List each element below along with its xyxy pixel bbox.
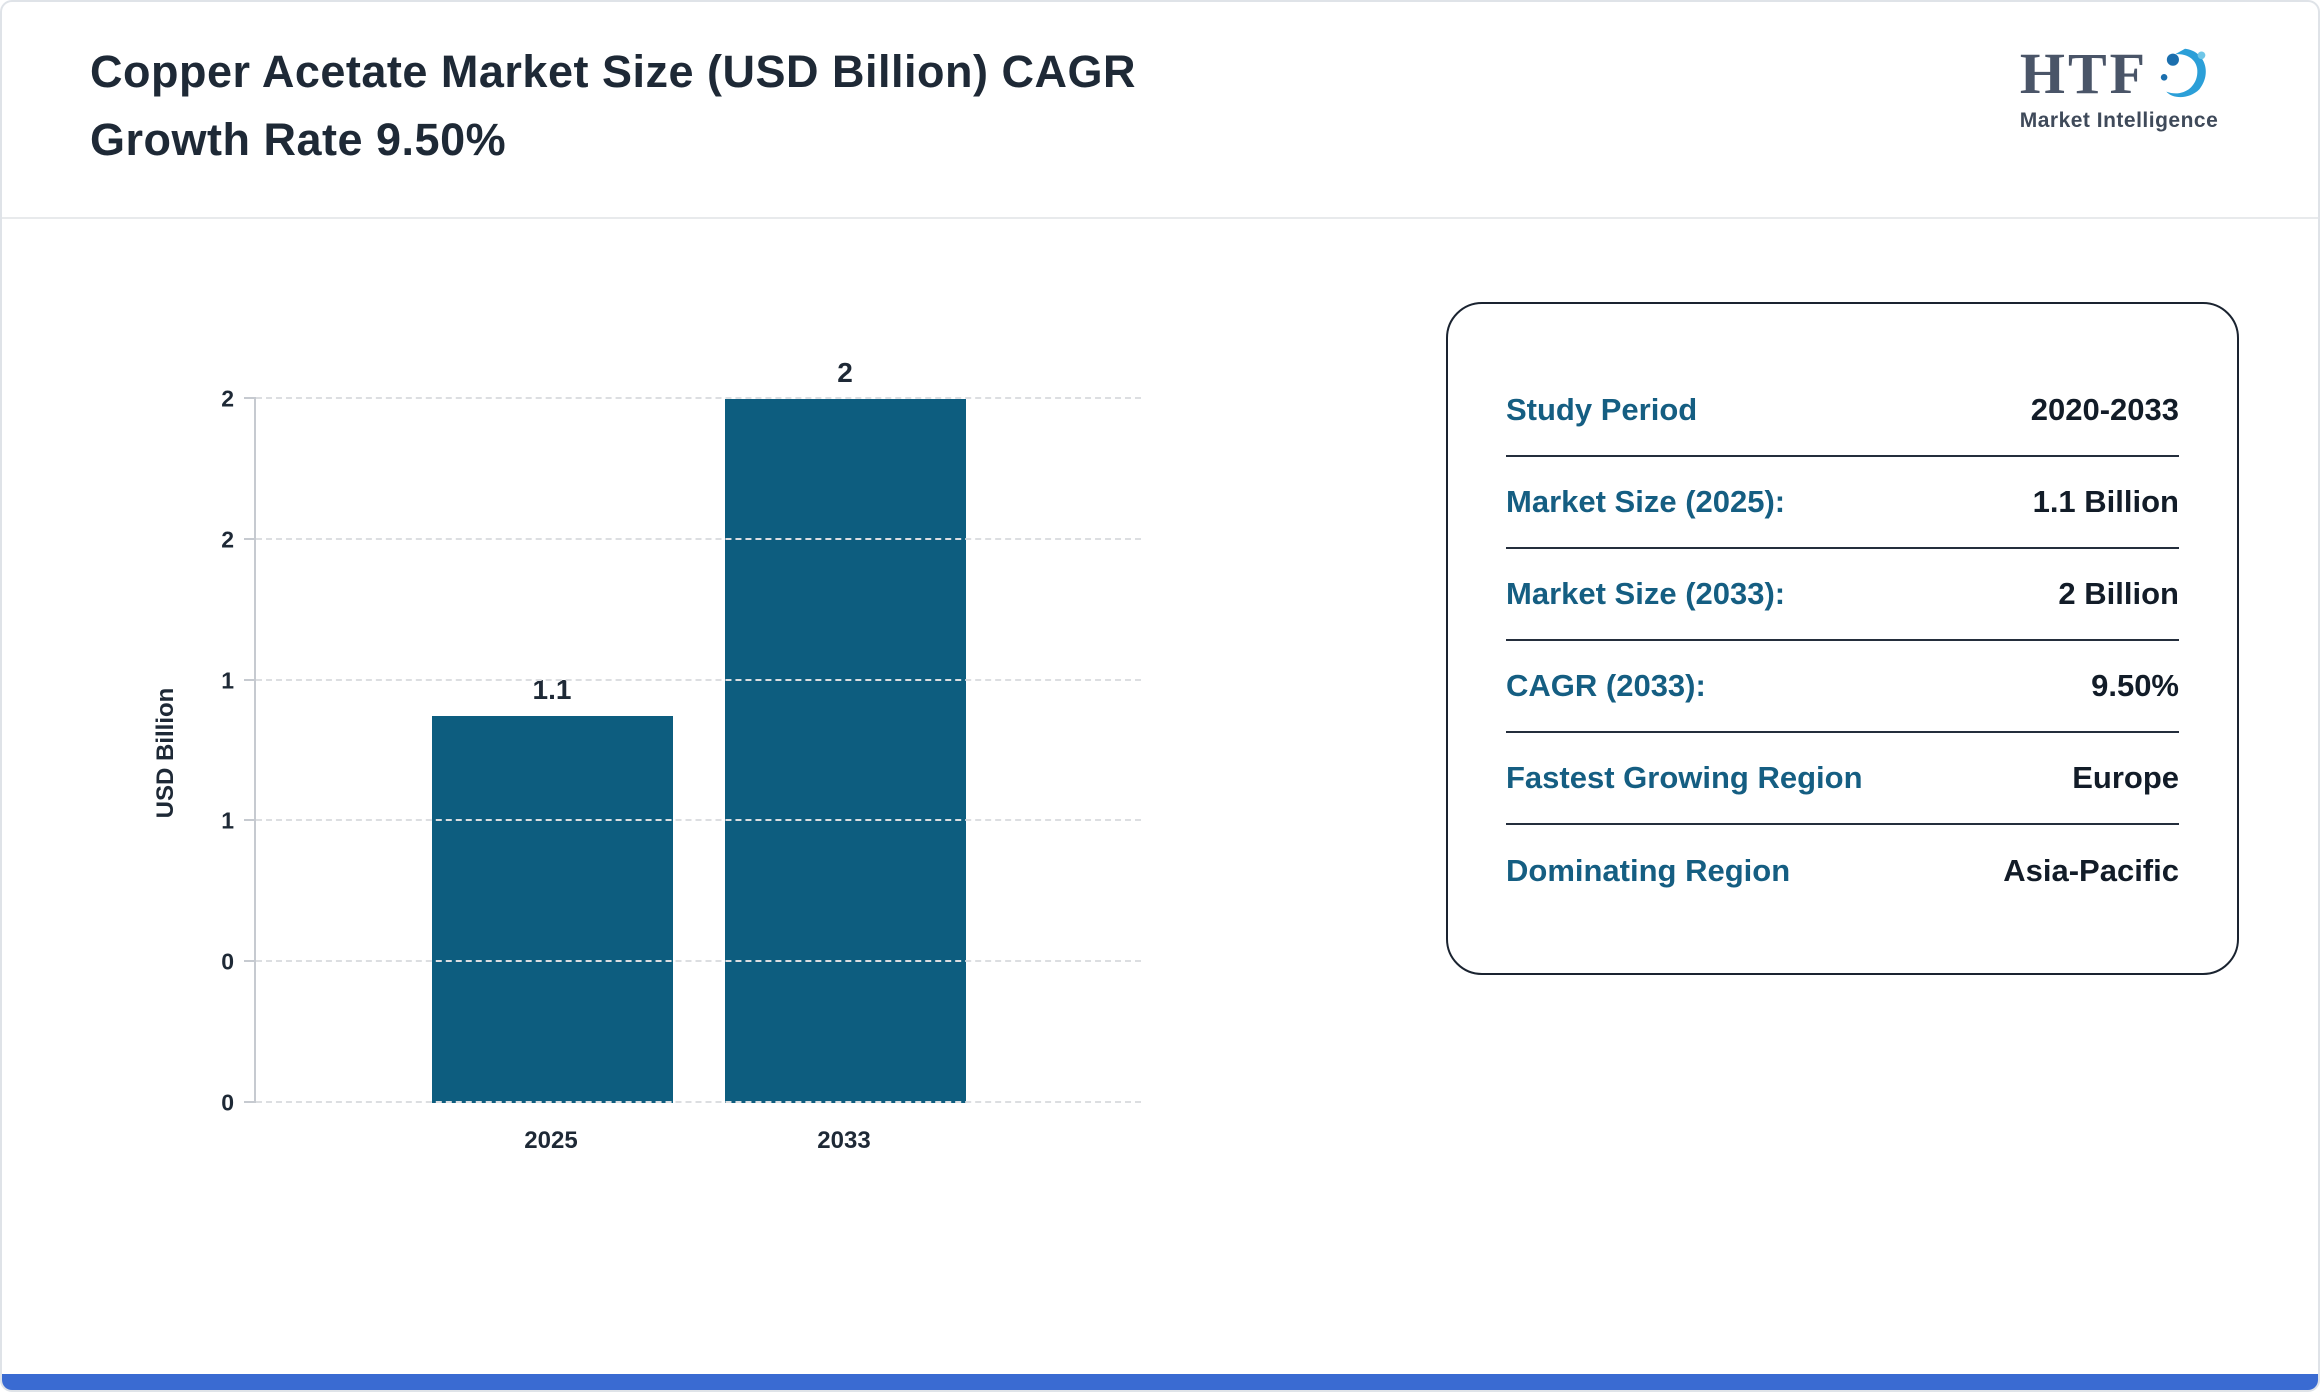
y-tick-label: 0	[221, 948, 234, 975]
gridline	[256, 819, 1141, 822]
bars-container: 1.1 2	[256, 357, 1141, 1103]
y-tick-label: 0	[221, 1089, 234, 1116]
stat-value: 2020-2033	[2030, 392, 2179, 427]
stat-row-dominating-region: Dominating Region Asia-Pacific	[1506, 825, 2179, 917]
gridline	[256, 678, 1141, 681]
htf-logo-swoosh-icon	[2152, 41, 2218, 107]
stat-label: Market Size (2025):	[1506, 484, 1786, 519]
x-axis-label: 2033	[817, 1127, 871, 1154]
y-tick-label: 2	[221, 385, 234, 412]
htf-logo-monogram: HTF	[2019, 41, 2149, 106]
gridline	[256, 960, 1141, 963]
stat-value: 1.1 Billion	[2032, 484, 2179, 519]
header-divider	[2, 217, 2318, 219]
y-tick-mark	[244, 397, 256, 399]
y-axis-title: USD Billion	[152, 687, 179, 819]
stat-row-study-period: Study Period 2020-2033	[1506, 365, 2179, 457]
gridline	[256, 1101, 1141, 1103]
bar-2025: 1.1	[431, 674, 673, 1103]
htf-logo: HTF Market Intelligence	[2004, 40, 2234, 133]
y-tick-mark	[244, 537, 256, 540]
stat-label: CAGR (2033):	[1506, 668, 1706, 703]
stat-value: 2 Billion	[2058, 576, 2179, 611]
stat-label: Dominating Region	[1506, 853, 1791, 888]
stat-label: Market Size (2033):	[1506, 576, 1786, 611]
bar-2033: 2	[724, 357, 966, 1103]
y-tick-label: 1	[221, 667, 234, 694]
x-axis-label: 2025	[524, 1127, 578, 1154]
stat-row-cagr: CAGR (2033): 9.50%	[1506, 641, 2179, 733]
stats-card: Study Period 2020-2033 Market Size (2025…	[1446, 302, 2239, 975]
htf-logo-subtitle: Market Intelligence	[2019, 109, 2219, 132]
stat-label: Fastest Growing Region	[1506, 760, 1863, 795]
stat-row-market-size-2025: Market Size (2025): 1.1 Billion	[1506, 457, 2179, 549]
y-tick-mark	[244, 819, 256, 822]
y-tick-mark	[244, 678, 256, 681]
gridline	[256, 537, 1141, 540]
stat-row-market-size-2033: Market Size (2033): 2 Billion	[1506, 549, 2179, 641]
y-tick-mark	[244, 960, 256, 963]
stat-value: Asia-Pacific	[2003, 853, 2179, 888]
bar-value-label: 2	[837, 357, 853, 388]
y-tick-label: 1	[221, 807, 234, 834]
page-title: Copper Acetate Market Size (USD Billion)…	[90, 38, 1136, 173]
stat-value: Europe	[2072, 760, 2179, 795]
stat-value: 9.50%	[2091, 668, 2179, 703]
stat-label: Study Period	[1506, 392, 1698, 427]
bottom-accent-bar	[2, 1374, 2318, 1390]
page-title-line2: Growth Rate 9.50%	[90, 113, 507, 165]
y-tick-label: 2	[221, 526, 234, 553]
htf-logo-top: HTF	[2004, 40, 2234, 107]
gridline	[256, 397, 1141, 399]
x-axis-labels: 2025 2033	[254, 1127, 1141, 1155]
y-tick-mark	[244, 1101, 256, 1103]
page-title-line1: Copper Acetate Market Size (USD Billion)…	[90, 46, 1136, 97]
stat-row-fastest-growing-region: Fastest Growing Region Europe	[1506, 733, 2179, 825]
